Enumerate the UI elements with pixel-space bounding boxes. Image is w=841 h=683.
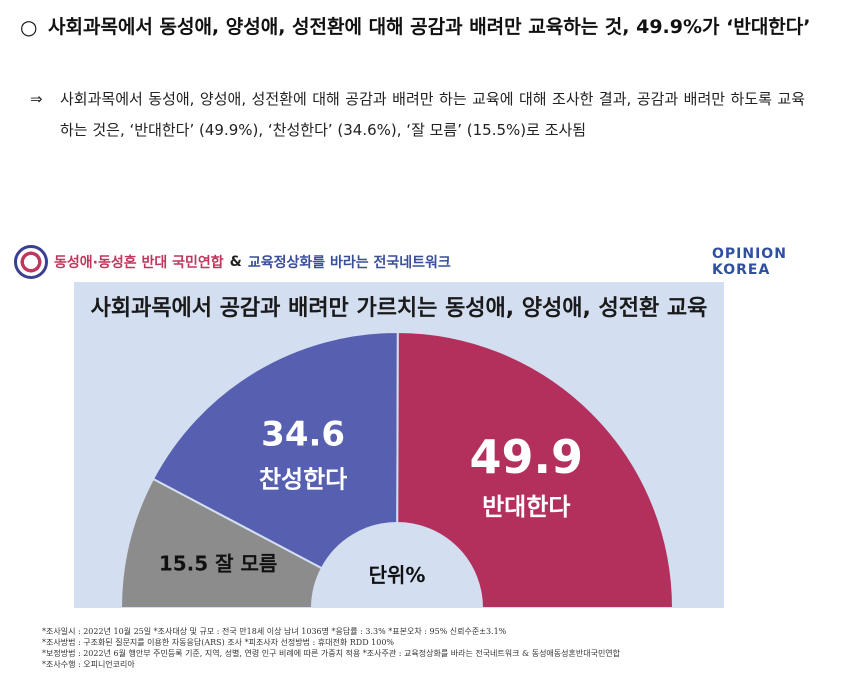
opinion-korea-logo: OPINION KOREA [712,246,786,278]
chart-card: 동성애·동성혼 반대 국민연합 & 교육정상화를 바라는 전국네트워크 OPIN… [14,236,786,608]
slice-value-1: 34.6 [261,415,345,455]
org1-name: 동성애·동성혼 반대 국민연합 [54,255,224,271]
summary: ⇒ 사회과목에서 동성애, 양성애, 성전환에 대해 공감과 배려만 하는 교육… [30,84,805,146]
logo-ampersand: & [229,254,242,270]
summary-arrow: ⇒ [30,90,43,108]
organizer-logos: 동성애·동성혼 반대 국민연합 & 교육정상화를 바라는 전국네트워크 [14,242,451,282]
slice-label-1: 찬성한다 [259,466,347,494]
slice-2 [396,330,675,608]
headline-text: 사회과목에서 동성애, 양성애, 성전환에 대해 공감과 배려만 교육하는 것,… [48,16,811,38]
slice-label-0: 15.5 잘 모름 [159,552,277,576]
org2-name: 교육정상화를 바라는 전국네트워크 [247,255,451,271]
seal-icon [14,245,48,279]
slice-label-2: 반대한다 [482,493,570,521]
semi-donut-chart: 사회과목에서 공감과 배려만 가르치는 동성애, 양성애, 성전환 교육 15.… [91,296,708,608]
brand-line1: OPINION [712,246,787,262]
note-line: *조사수행 : 오피니언코리아 [42,660,135,669]
note-line: *조사일시 : 2022년 10월 25일 *조사대상 및 규모 : 전국 만1… [42,627,507,636]
slice-value-2: 49.9 [469,430,583,484]
note-line: *보정방법 : 2022년 6월 행안부 주민등록 기준, 지역, 성별, 연령… [42,649,621,658]
slice-1 [151,331,399,570]
headline: ○ 사회과목에서 동성애, 양성애, 성전환에 대해 공감과 배려만 교육하는 … [20,14,820,41]
summary-text: 사회과목에서 동성애, 양성애, 성전환에 대해 공감과 배려만 하는 교육에 … [60,90,805,139]
survey-notes: *조사일시 : 2022년 10월 25일 *조사대상 및 규모 : 전국 만1… [42,626,812,670]
center-label: 단위% [369,563,426,587]
note-line: *조사방법 : 구조화된 질문지를 이용한 자동응답(ARS) 조사 *피조사자… [42,638,395,647]
brand-line2: KOREA [712,262,771,278]
chart-title: 사회과목에서 공감과 배려만 가르치는 동성애, 양성애, 성전환 교육 [91,296,708,321]
headline-bullet: ○ [20,15,38,39]
chart-panel: 사회과목에서 공감과 배려만 가르치는 동성애, 양성애, 성전환 교육 15.… [74,282,724,608]
